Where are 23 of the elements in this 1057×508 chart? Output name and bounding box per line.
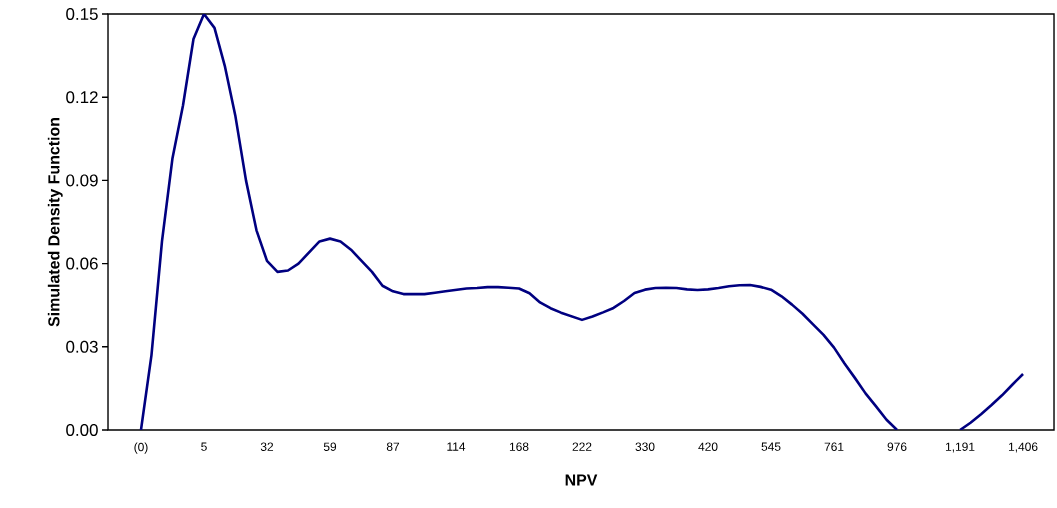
x-tick-label: 1,406 xyxy=(1008,442,1038,453)
x-tick-label: 222 xyxy=(572,442,592,451)
y-axis-title: Simulated Density Function xyxy=(47,118,63,327)
x-tick-label: 976 xyxy=(887,442,907,451)
y-tick-label: 0.15 xyxy=(66,7,98,20)
x-tick-label: (0) xyxy=(134,442,148,454)
y-tick-label: 0.03 xyxy=(66,340,98,353)
x-tick-label: 87 xyxy=(386,442,400,451)
x-tick-label: 59 xyxy=(323,442,337,451)
x-axis-title: NPV xyxy=(565,474,598,486)
x-tick-label: 761 xyxy=(824,442,844,451)
x-tick-label: 168 xyxy=(509,442,529,451)
x-tick-label: 114 xyxy=(447,442,466,451)
x-tick-label: 420 xyxy=(698,442,718,451)
x-tick-label: 5 xyxy=(201,442,207,451)
y-tick-label: 0.12 xyxy=(66,91,98,104)
y-tick-label: 0.00 xyxy=(66,423,98,436)
x-tick-label: 32 xyxy=(260,442,274,451)
y-tick-label: 0.06 xyxy=(66,257,98,270)
x-tick-label: 330 xyxy=(635,442,655,451)
x-tick-label: 545 xyxy=(761,442,781,451)
y-tick-label: 0.09 xyxy=(66,174,98,187)
x-tick-label: 1,191 xyxy=(945,442,975,453)
